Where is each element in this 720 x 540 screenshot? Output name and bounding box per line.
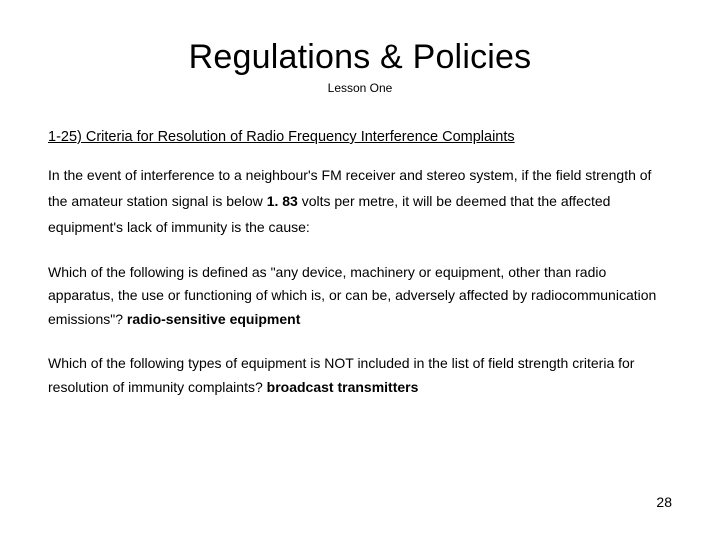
paragraph-2: Which of the following is defined as "an… — [48, 261, 672, 332]
paragraph-1: In the event of interference to a neighb… — [48, 163, 672, 241]
paragraph-1-value: 1. 83 — [267, 193, 298, 209]
slide-title: Regulations & Policies — [48, 38, 672, 77]
paragraph-2-answer: radio-sensitive equipment — [127, 311, 300, 327]
paragraph-3-answer: broadcast transmitters — [267, 379, 419, 395]
page-number: 28 — [656, 494, 672, 510]
slide: Regulations & Policies Lesson One 1-25) … — [0, 0, 720, 540]
slide-subtitle: Lesson One — [48, 81, 672, 95]
paragraph-3: Which of the following types of equipmen… — [48, 352, 672, 400]
section-heading: 1-25) Criteria for Resolution of Radio F… — [48, 129, 672, 145]
